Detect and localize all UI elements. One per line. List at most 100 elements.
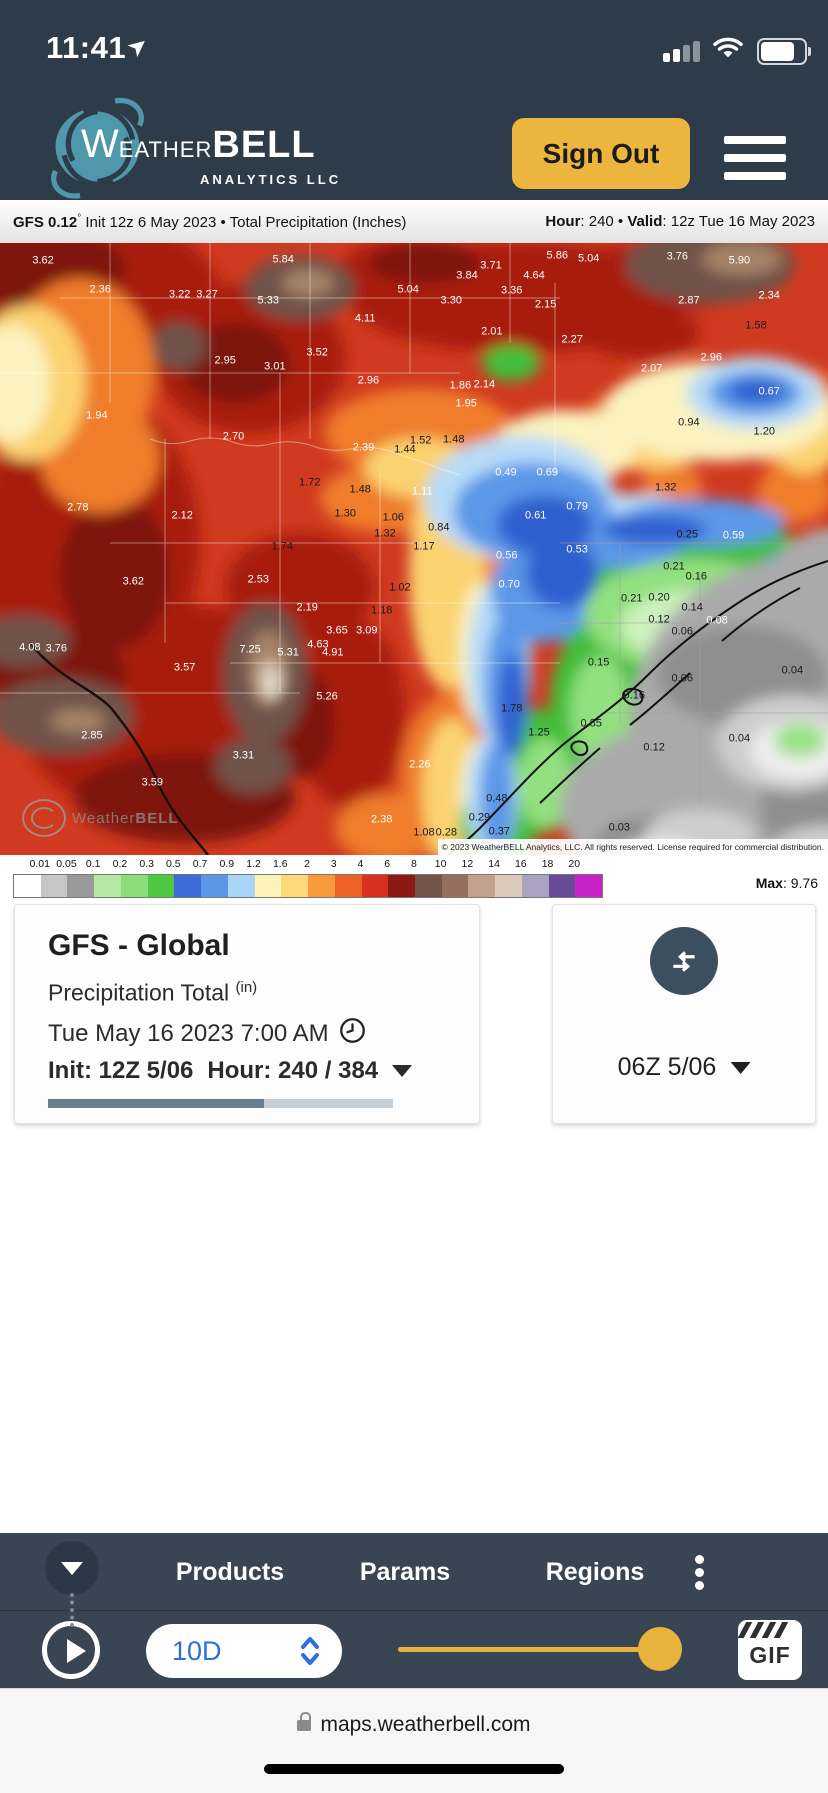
map-value-label: 0.04 xyxy=(728,732,751,745)
map-value-label: 0.29 xyxy=(468,811,491,824)
colorbar-segment xyxy=(468,875,496,897)
colorbar-ticks: 0.01 0.05 0.1 0.2 0.3 0.5 0.7 0.9 1.2 1.6 2 3 4 6 8 10 1… xyxy=(13,858,601,872)
home-indicator[interactable] xyxy=(264,1764,564,1774)
play-button[interactable] xyxy=(42,1621,100,1679)
map-title-left: GFS 0.12° Init 12z 6 May 2023 • Total Pr… xyxy=(13,213,407,231)
map-value-label: 4.08 xyxy=(19,641,41,654)
map-value-label: 3.62 xyxy=(32,254,54,267)
map-value-label: 0.49 xyxy=(495,466,517,479)
map-value-label: 0.21 xyxy=(621,592,643,605)
gulf-coastline xyxy=(447,560,828,855)
status-time: 11:41 xyxy=(46,30,127,65)
colorbar xyxy=(13,874,603,898)
map-value-label: 4.64 xyxy=(523,269,545,282)
colorbar-tick: 14 xyxy=(488,858,500,870)
nav-regions[interactable]: Regions xyxy=(530,1533,660,1610)
map-value-label: 3.59 xyxy=(141,776,164,789)
nav-params[interactable]: Params xyxy=(345,1533,465,1610)
address-bar[interactable]: maps.weatherbell.com xyxy=(0,1712,828,1737)
nav-products[interactable]: Products xyxy=(160,1533,300,1610)
map-value-label: 1.48 xyxy=(443,433,465,446)
map-value-label: 1.94 xyxy=(86,409,108,422)
model-title: GFS - Global xyxy=(48,929,230,962)
colorbar-segment xyxy=(67,875,95,897)
colorbar-tick: 6 xyxy=(384,858,391,870)
film-stripes-icon xyxy=(738,1622,789,1638)
map-value-label: 3.30 xyxy=(440,294,462,307)
forecast-map[interactable]: 3.62 5.84 3.71 5.86 5.04 3.76 5.90 2.36 3.22 3.27… xyxy=(0,243,828,855)
map-value-label: 1.08 xyxy=(413,826,435,839)
colorbar-segment xyxy=(147,875,175,897)
more-options-button[interactable] xyxy=(686,1547,712,1597)
map-value-label: 0.03 xyxy=(608,821,631,834)
rio-grande-river xyxy=(29,642,209,855)
menu-button[interactable] xyxy=(724,132,786,194)
map-value-label: 0.12 xyxy=(648,613,670,626)
swap-arrows-icon xyxy=(673,951,695,972)
map-value-label: 1.32 xyxy=(374,527,396,540)
map-value-label: 2.78 xyxy=(67,501,89,514)
play-icon xyxy=(67,1639,86,1663)
map-value-label: 0.16 xyxy=(623,689,645,702)
progress-fill xyxy=(48,1099,264,1108)
map-value-label: 0.56 xyxy=(496,549,518,562)
colorbar-segment xyxy=(495,875,522,897)
map-value-label: 0.85 xyxy=(580,717,602,730)
export-gif-button[interactable]: GIF xyxy=(738,1620,802,1680)
map-value-label: 2.15 xyxy=(534,298,557,311)
max-value-label: Max: 9.76 xyxy=(755,875,818,891)
map-value-label: 3.22 xyxy=(168,288,191,301)
lock-icon xyxy=(297,1712,312,1731)
map-value-label: 1.11 xyxy=(411,485,433,498)
colorbar-tick: 8 xyxy=(410,858,417,870)
weatherbell-logo[interactable]: WEATHERBELL ANALYTICS LLC xyxy=(45,96,345,199)
colorbar-tick: 0.01 xyxy=(29,858,50,870)
map-value-label: 4.11 xyxy=(354,312,376,325)
compare-runs-button[interactable] xyxy=(650,927,718,995)
map-value-label: 0.70 xyxy=(498,578,520,591)
colorbar-tick: 3 xyxy=(330,858,337,870)
colorbar-tick: 0.1 xyxy=(85,858,101,870)
map-value-label: 0.48 xyxy=(486,792,508,805)
county-boundaries xyxy=(0,243,560,694)
map-value-label: 0.94 xyxy=(678,416,700,429)
init-hour-selector[interactable]: Init: 12Z 5/06 Hour: 240 / 384 xyxy=(48,1057,413,1085)
map-value-label: 2.96 xyxy=(357,374,380,387)
map-value-label: 2.95 xyxy=(214,354,236,367)
map-value-label: 2.26 xyxy=(409,758,431,771)
map-value-label: 3.76 xyxy=(45,642,68,655)
colorbar-segment xyxy=(254,875,282,897)
map-value-label: 1.25 xyxy=(528,726,550,739)
map-value-label: 2.19 xyxy=(296,601,318,614)
map-value-label: 3.62 xyxy=(122,575,145,588)
map-value-label: 1.20 xyxy=(753,425,775,438)
map-value-label: 0.67 xyxy=(758,385,780,398)
colorbar-segment xyxy=(40,875,68,897)
colorbar-segment xyxy=(441,875,469,897)
collapse-menu-button[interactable] xyxy=(45,1541,99,1595)
frame-slider-track[interactable] xyxy=(398,1647,682,1652)
map-value-label: 1.95 xyxy=(455,397,477,410)
map-value-label: 2.87 xyxy=(678,294,700,307)
run-selector[interactable]: 06Z 5/06 xyxy=(618,1053,751,1082)
sign-out-button[interactable]: Sign Out xyxy=(512,118,690,189)
map-value-label: 1.78 xyxy=(500,702,523,715)
colorbar-segment xyxy=(227,875,255,897)
map-value-label: 1.30 xyxy=(334,507,356,520)
bottom-nav: Products Params Regions xyxy=(0,1533,828,1610)
speed-select[interactable]: 10D xyxy=(146,1624,342,1678)
colorbar-segment xyxy=(575,875,603,897)
map-value-label: 1.44 xyxy=(394,443,416,456)
chevron-down-icon xyxy=(392,1065,413,1077)
forecast-progress-bar[interactable] xyxy=(48,1099,393,1108)
select-chevrons-icon xyxy=(298,1635,322,1670)
map-value-label: 1.72 xyxy=(298,476,321,489)
frame-slider-thumb[interactable] xyxy=(638,1627,682,1671)
status-bar: 11:41 ➤ xyxy=(0,24,828,68)
map-value-label: 1.74 xyxy=(271,540,294,553)
colorbar-segment xyxy=(548,875,576,897)
connector-dashes xyxy=(70,1593,74,1627)
hurricane-swirl-icon xyxy=(45,94,150,204)
browser-bar: maps.weatherbell.com xyxy=(0,1688,828,1793)
map-value-label: 0.15 xyxy=(587,656,610,669)
